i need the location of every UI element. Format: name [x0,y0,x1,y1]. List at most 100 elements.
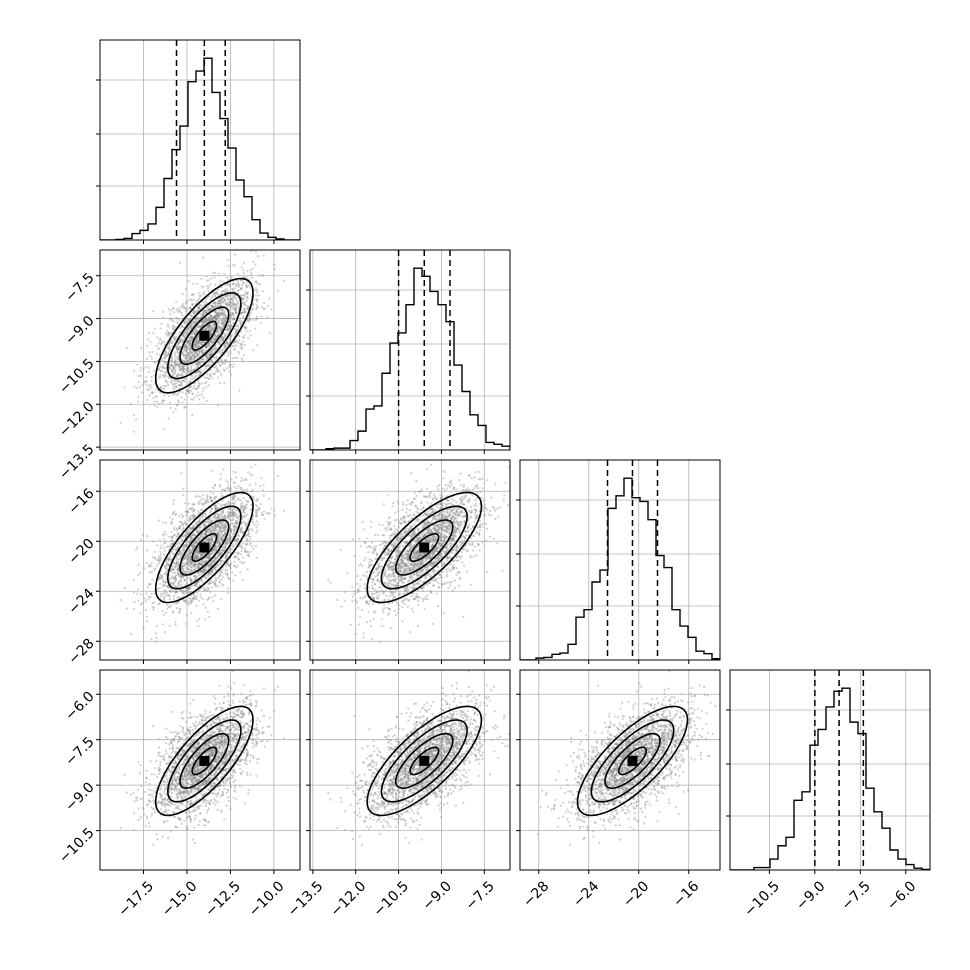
scatter-point [190,332,193,335]
scatter-point [196,366,199,369]
scatter-point [217,517,220,520]
scatter-point [188,307,191,310]
scatter-point [154,395,157,398]
scatter-point [219,478,222,481]
scatter-point [209,332,212,335]
scatter-point [216,532,219,535]
scatter-point [196,362,199,365]
scatter-point [187,563,190,567]
scatter-point [188,586,191,589]
scatter-point [194,367,197,371]
scatter-point [174,575,177,578]
scatter-point [230,335,233,339]
scatter-point [181,529,184,532]
scatter-point [210,307,213,311]
scatter-point [219,299,222,302]
scatter-point [211,469,214,472]
scatter-point [217,314,220,317]
scatter-point [201,309,204,313]
scatter-point [228,370,231,373]
scatter-point [182,598,185,601]
scatter-point [201,553,204,556]
scatter-point [148,563,151,567]
scatter-point [208,307,211,310]
scatter-point [163,549,167,552]
peak-marker [199,330,210,341]
scatter-point [208,353,211,356]
scatter-point [205,275,208,278]
scatter-point [229,534,232,537]
scatter-point [245,479,248,482]
scatter-point [157,556,160,559]
scatter-point [183,406,186,409]
scatter-point [220,583,223,586]
scatter-point [193,333,197,336]
scatter-point [210,314,213,317]
scatter-point [197,341,200,344]
scatter-point [201,320,205,323]
scatter-point [216,328,219,331]
scatter-point [233,302,236,305]
scatter-point [199,342,202,345]
scatter-point [198,564,201,567]
scatter-point [188,325,191,328]
scatter-point [222,323,225,326]
scatter-point [185,367,188,370]
scatter-point [196,341,200,344]
scatter-point [205,311,208,314]
scatter-point [186,511,189,514]
scatter-point [137,380,140,383]
scatter-point [132,591,136,594]
scatter-point [172,597,175,601]
scatter-point [176,310,179,313]
scatter-point [126,607,129,610]
scatter-point [230,316,233,319]
scatter-point [170,530,173,534]
scatter-point [186,358,189,361]
scatter-point [176,346,179,349]
scatter-point [186,586,190,589]
scatter-point [202,523,206,527]
scatter-point [158,555,161,558]
scatter-point [148,331,151,335]
histogram-1 [310,267,510,450]
scatter-point [237,551,240,554]
scatter-point [182,564,185,568]
scatter-point [198,398,201,401]
scatter-point [211,295,214,298]
scatter-point [189,551,193,554]
scatter-point [221,523,224,527]
scatter-point [188,317,191,320]
scatter-point [198,383,201,386]
scatter-point [167,558,170,561]
scatter-point [196,325,199,328]
scatter-point [203,321,206,324]
scatter-point [210,586,213,589]
scatter-point [161,609,164,613]
scatter-point [218,312,222,315]
scatter-point [181,352,184,355]
scatter-point [231,501,234,505]
scatter-point [171,318,174,321]
scatter-point [255,315,259,318]
scatter-point [242,479,245,482]
scatter-point [216,534,219,537]
scatter-point [249,535,252,538]
scatter-point [282,509,285,513]
scatter-point [227,514,230,517]
scatter-point [235,521,238,524]
scatter-point [211,321,214,325]
scatter-point [194,321,197,324]
scatter-point [194,364,197,367]
scatter-point [193,342,196,346]
scatter-point [232,363,235,366]
scatter-point [179,608,182,611]
scatter-point [210,571,213,574]
scatter-point [184,392,187,395]
scatter-point [202,256,205,259]
scatter-point [136,592,139,595]
scatter-point [262,301,266,304]
scatter-point [253,523,256,526]
density-1-0 [119,250,285,433]
scatter-point [181,339,184,343]
